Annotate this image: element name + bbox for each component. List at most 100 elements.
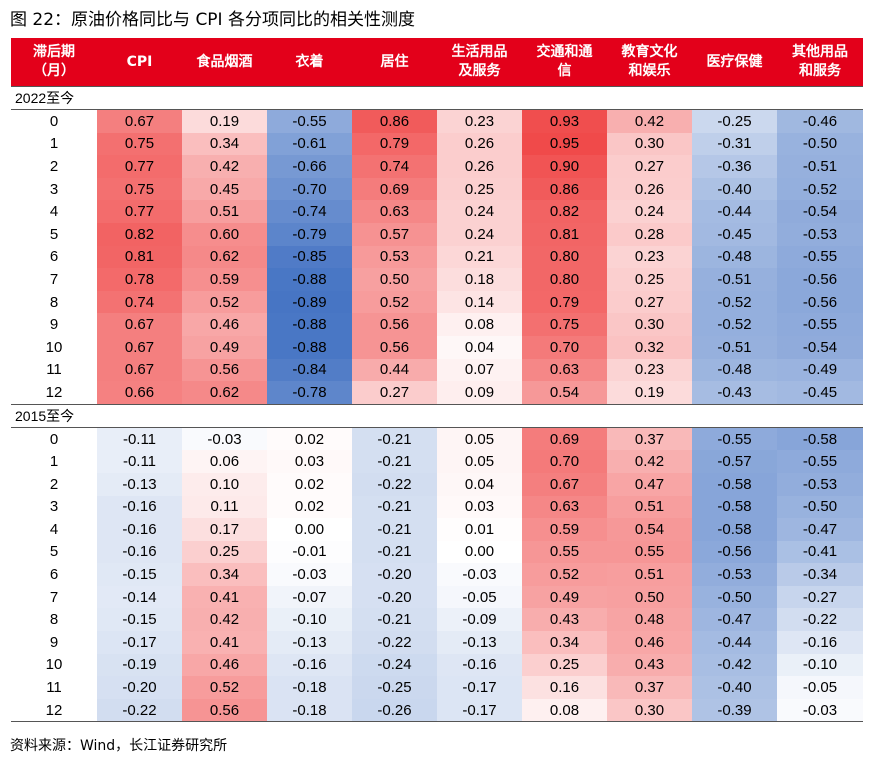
correlation-cell: 0.26 [437, 132, 522, 156]
correlation-cell: 0.67 [97, 335, 182, 359]
correlation-cell: 0.01 [437, 518, 522, 541]
correlation-cell: 0.52 [522, 563, 607, 586]
correlation-cell: 0.34 [182, 132, 267, 156]
correlation-cell: -0.16 [777, 631, 863, 654]
correlation-cell: -0.24 [352, 653, 437, 677]
correlation-cell: -0.22 [352, 631, 437, 654]
correlation-cell: -0.44 [692, 631, 777, 654]
correlation-cell: 0.69 [352, 177, 437, 201]
correlation-cell: -0.56 [692, 540, 777, 564]
correlation-cell: 0.78 [97, 268, 182, 291]
correlation-cell: -0.16 [97, 495, 182, 519]
correlation-cell: -0.20 [352, 563, 437, 586]
correlation-cell: 0.95 [522, 132, 607, 156]
correlation-cell: -0.21 [352, 450, 437, 473]
correlation-cell: -0.40 [692, 177, 777, 201]
correlation-cell: 0.08 [522, 698, 607, 723]
correlation-cell: 0.02 [267, 472, 352, 496]
correlation-cell: -0.03 [777, 698, 863, 723]
table-row: 8 -0.15 0.42 -0.10 -0.21 -0.09 0.43 0.48 -0.47 -0… [11, 608, 863, 632]
correlation-cell: -0.58 [692, 495, 777, 519]
correlation-cell: -0.26 [352, 698, 437, 723]
correlation-cell: -0.22 [97, 698, 182, 723]
correlation-cell: 0.34 [522, 631, 607, 654]
table-row: 8 0.74 0.52 -0.89 0.52 0.14 0.79 0.27 -0.52 -0.56 [11, 290, 863, 314]
table-row: 9 -0.17 0.41 -0.13 -0.22 -0.13 0.34 0.46 -0.44 -0… [11, 631, 863, 654]
correlation-cell: 0.03 [267, 450, 352, 473]
lag-cell: 1 [11, 132, 97, 156]
lag-cell: 3 [11, 177, 97, 201]
correlation-cell: -0.84 [267, 358, 352, 382]
correlation-cell: -0.53 [777, 222, 863, 246]
column-header: CPI [97, 38, 182, 87]
correlation-cell: -0.85 [267, 245, 352, 269]
correlation-cell: 0.67 [97, 109, 182, 133]
correlation-cell: 0.14 [437, 290, 522, 314]
correlation-cell: -0.50 [777, 495, 863, 519]
column-header: 生活用品 及服务 [437, 38, 522, 87]
correlation-cell: 0.56 [352, 335, 437, 359]
table-row: 7 0.78 0.59 -0.88 0.50 0.18 0.80 0.25 -0.51 -0.56 [11, 268, 863, 291]
correlation-cell: 0.80 [522, 245, 607, 269]
correlation-cell: -0.03 [437, 563, 522, 586]
correlation-cell: 0.51 [182, 200, 267, 223]
correlation-cell: 0.02 [267, 427, 352, 451]
correlation-cell: 0.11 [182, 495, 267, 519]
correlation-cell: -0.58 [692, 518, 777, 541]
column-header-line: 滞后期 [33, 44, 75, 60]
correlation-cell: 0.27 [607, 155, 692, 178]
correlation-cell: 0.37 [607, 427, 692, 451]
correlation-cell: -0.03 [267, 563, 352, 586]
correlation-cell: 0.23 [607, 358, 692, 382]
correlation-cell: 0.09 [437, 381, 522, 405]
correlation-cell: 0.41 [182, 585, 267, 609]
correlation-cell: -0.05 [437, 585, 522, 609]
correlation-cell: -0.43 [692, 381, 777, 405]
correlation-cell: -0.21 [352, 518, 437, 541]
correlation-cell: 0.26 [607, 177, 692, 201]
correlation-cell: 0.67 [522, 472, 607, 496]
correlation-cell: 0.77 [97, 155, 182, 178]
correlation-cell: -0.22 [352, 472, 437, 496]
correlation-cell: 0.23 [437, 109, 522, 133]
correlation-cell: -0.58 [777, 427, 863, 451]
table-row: 7 -0.14 0.41 -0.07 -0.20 -0.05 0.49 0.50 -0.50 -0… [11, 585, 863, 609]
correlation-cell: 0.19 [182, 109, 267, 133]
correlation-cell: -0.11 [97, 450, 182, 473]
correlation-cell: 0.04 [437, 472, 522, 496]
correlation-cell: -0.36 [692, 155, 777, 178]
correlation-cell: 0.69 [522, 427, 607, 451]
correlation-cell: 0.42 [607, 450, 692, 473]
table-row: 3 -0.16 0.11 0.02 -0.21 0.03 0.63 0.51 -0.58 -0.5… [11, 495, 863, 519]
correlation-cell: 0.53 [352, 245, 437, 269]
correlation-cell: -0.20 [352, 585, 437, 609]
correlation-cell: 0.42 [182, 608, 267, 632]
correlation-cell: -0.16 [437, 653, 522, 677]
correlation-cell: 0.75 [97, 177, 182, 201]
column-header: 食品烟酒 [182, 38, 267, 87]
correlation-cell: 0.30 [607, 313, 692, 336]
correlation-cell: 0.42 [607, 109, 692, 133]
section-label: 2022至今 [11, 86, 863, 110]
table-row: 1 0.75 0.34 -0.61 0.79 0.26 0.95 0.30 -0.31 -0.50 [11, 132, 863, 156]
correlation-cell: 0.24 [437, 222, 522, 246]
lag-cell: 5 [11, 540, 97, 564]
correlation-cell: -0.41 [777, 540, 863, 564]
correlation-cell: -0.61 [267, 132, 352, 156]
correlation-cell: 0.67 [97, 358, 182, 382]
correlation-cell: 0.45 [182, 177, 267, 201]
correlation-cell: 0.66 [97, 381, 182, 405]
lag-cell: 7 [11, 268, 97, 291]
correlation-cell: 0.70 [522, 450, 607, 473]
correlation-cell: 0.56 [182, 698, 267, 723]
figure-title: 图 22：原油价格同比与 CPI 各分项同比的相关性测度 [10, 10, 415, 30]
correlation-cell: -0.55 [692, 427, 777, 451]
correlation-cell: 0.56 [352, 313, 437, 336]
correlation-cell: 0.37 [607, 676, 692, 699]
correlation-cell: -0.05 [777, 676, 863, 699]
lag-cell: 0 [11, 109, 97, 133]
correlation-cell: -0.18 [267, 698, 352, 723]
correlation-cell: 0.54 [607, 518, 692, 541]
correlation-cell: -0.16 [97, 540, 182, 564]
column-header: 滞后期 （月） [11, 38, 97, 87]
